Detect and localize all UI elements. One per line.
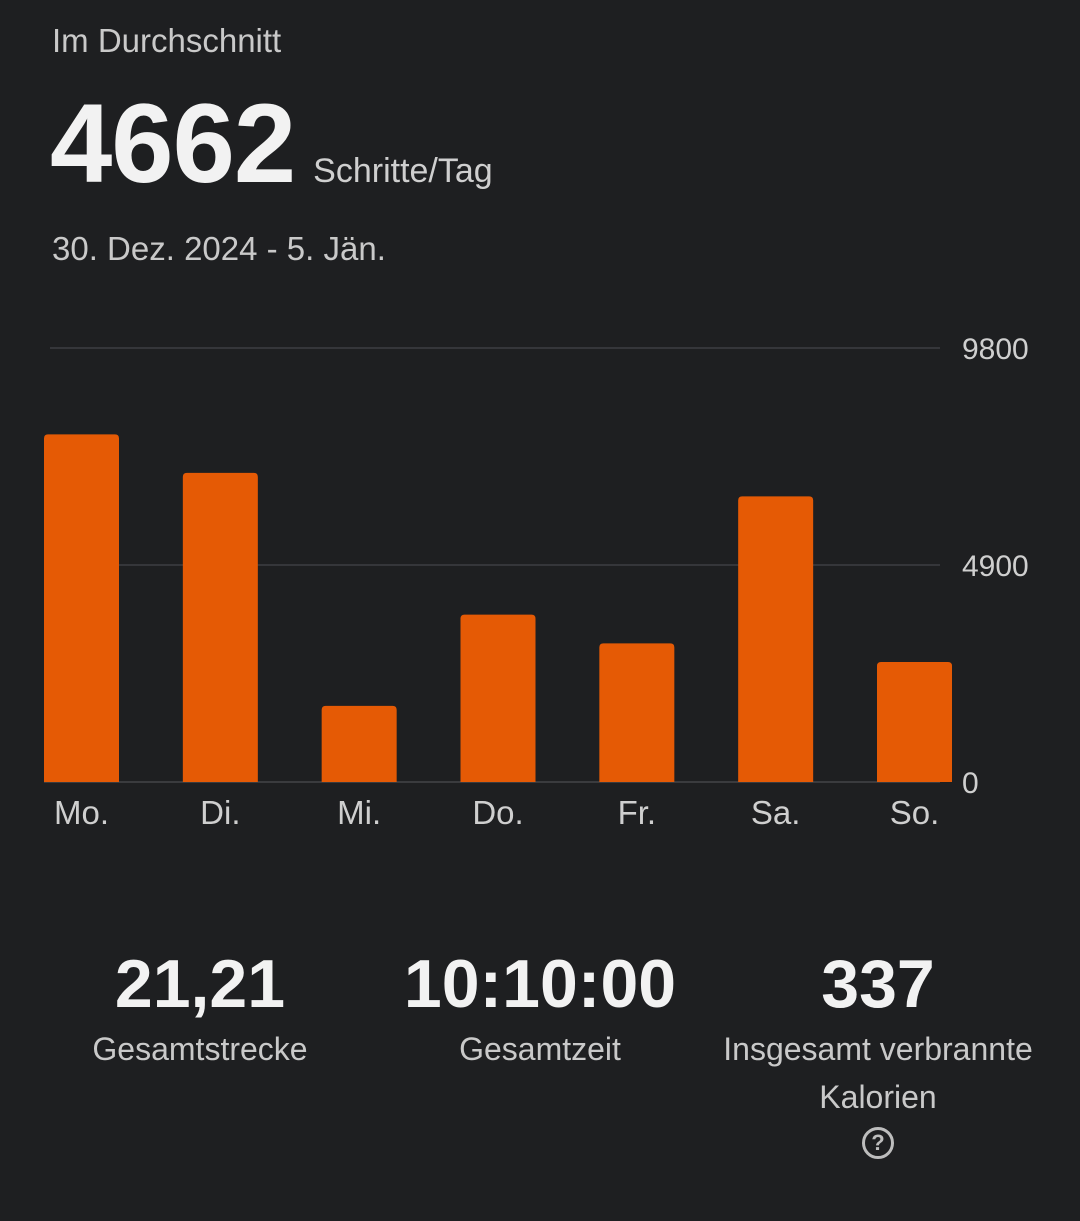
average-value: 4662 <box>50 81 296 206</box>
bar-so[interactable] <box>877 661 952 782</box>
help-circle-icon[interactable]: ? <box>862 1127 894 1160</box>
bar-sa[interactable] <box>738 496 814 782</box>
bar-mo[interactable] <box>44 434 119 782</box>
x-tick-label: Sa. <box>751 794 801 831</box>
stat-time-label: Gesamtzeit <box>459 1031 621 1068</box>
y-tick-label: 9800 <box>962 333 1029 366</box>
x-tick-label: Mi. <box>337 794 381 831</box>
x-tick-label: So. <box>890 794 940 831</box>
average-label: Im Durchschnitt <box>52 22 282 59</box>
stat-time: 10:10:00 Gesamtzeit <box>380 945 700 1073</box>
steps-bar-chart[interactable]: 9800 4900 0 Mo. Di. Mi. Do. Fr. Sa. So. <box>0 320 1080 840</box>
stat-calories-label: Insgesamt verbrannte Kalorien <box>723 1031 1033 1116</box>
stat-calories: 337 Insgesamt verbrannte Kalorien ? <box>718 945 1038 1160</box>
y-tick-label: 4900 <box>962 550 1029 583</box>
date-range[interactable]: 30. Dez. 2024 - 5. Jän. <box>52 230 386 267</box>
stat-time-value: 10:10:00 <box>403 946 677 1022</box>
stat-distance-label: Gesamtstrecke <box>92 1031 308 1068</box>
bar-di[interactable] <box>182 472 258 782</box>
x-tick-label: Fr. <box>618 794 657 831</box>
x-tick-label: Mo. <box>54 794 109 831</box>
bar-do[interactable] <box>460 614 536 782</box>
stat-distance: 21,21 Gesamtstrecke <box>40 945 360 1073</box>
average-row: 4662 Schritte/Tag <box>50 88 493 200</box>
bar-mi[interactable] <box>321 705 397 782</box>
x-tick-label: Do. <box>472 794 523 831</box>
average-unit: Schritte/Tag <box>313 152 493 190</box>
x-tick-label: Di. <box>200 794 240 831</box>
bar-fr[interactable] <box>599 643 675 782</box>
y-tick-label: 0 <box>962 767 979 800</box>
stat-calories-value: 337 <box>821 946 935 1022</box>
stat-distance-value: 21,21 <box>114 946 286 1022</box>
